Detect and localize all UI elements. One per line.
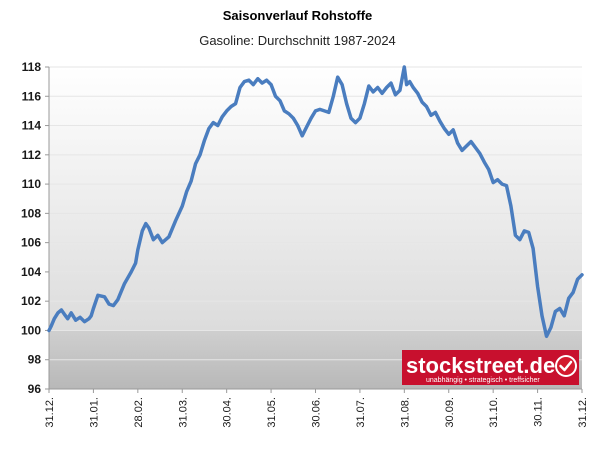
x-tick-label: 31.07. — [355, 397, 367, 428]
x-tick-label: 30.04. — [222, 397, 234, 428]
y-tick-label: 96 — [28, 382, 42, 396]
y-tick-label: 104 — [21, 265, 41, 279]
x-tick-label: 31.05. — [266, 397, 278, 428]
x-tick-label: 31.10. — [488, 397, 500, 428]
y-tick-label: 108 — [21, 206, 41, 220]
logo-name: stockstreet.de — [406, 353, 555, 378]
y-tick-label: 98 — [28, 353, 42, 367]
x-tick-label: 31.03. — [177, 397, 189, 428]
y-axis-ticks: 96 98 100 102 104 106 108 110 112 114 116 118 — [21, 60, 49, 396]
series-layer — [47, 65, 584, 339]
y-tick-label: 114 — [22, 119, 42, 133]
x-tick-label: 31.08. — [399, 397, 411, 428]
gridlines — [49, 66, 582, 390]
y-tick-label: 106 — [21, 236, 41, 250]
x-tick-label: 30.11. — [533, 397, 545, 427]
y-tick-label: 102 — [21, 294, 41, 308]
x-axis-ticks: 31.12. 31.01. 28.02. 31.03. 30.04. 31.05. 30.0… — [44, 389, 589, 428]
checkmark-icon — [555, 355, 577, 377]
stockstreet-logo: stockstreet.de unabhängig • strategisch … — [402, 350, 579, 385]
plot-area-upper — [49, 67, 582, 331]
logo-tagline: unabhängig • strategisch • treffsicher — [426, 377, 540, 384]
chart-subtitle: Gasoline: Durchschnitt 1987-2024 — [199, 33, 396, 48]
y-tick-label: 100 — [21, 323, 41, 337]
y-tick-label: 118 — [22, 60, 42, 74]
y-tick-label: 112 — [22, 148, 42, 162]
y-tick-label: 116 — [22, 89, 42, 103]
x-tick-label: 31.01. — [88, 397, 100, 428]
logo-background — [402, 350, 579, 385]
x-tick-label: 31.12. — [577, 397, 589, 428]
chart-title: Saisonverlauf Rohstoffe — [222, 8, 373, 23]
x-tick-label: 30.06. — [311, 397, 323, 428]
x-tick-label: 30.09. — [444, 397, 456, 428]
plot-background — [49, 67, 582, 389]
series-line — [47, 65, 584, 339]
x-tick-label: 28.02. — [133, 397, 145, 428]
y-tick-label: 110 — [22, 177, 42, 191]
x-tick-label: 31.12. — [44, 397, 56, 428]
